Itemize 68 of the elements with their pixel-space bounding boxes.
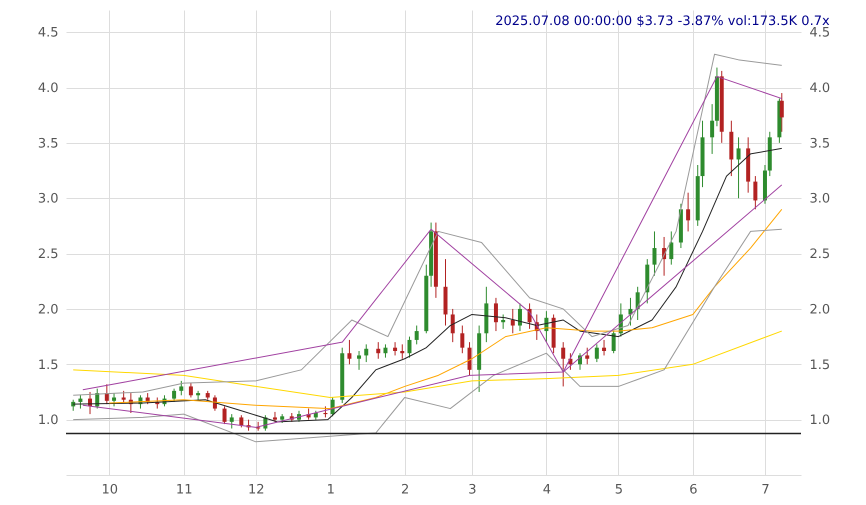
y-tick-label: 4.0 [38,81,58,96]
candlestick [407,336,412,358]
candlestick [393,342,398,356]
candlestick [468,342,472,376]
line-series [72,330,782,398]
candlestick [780,92,784,132]
candlestick [188,382,193,398]
x-tick-label: 6 [689,482,698,498]
y-tick-label: 2.5 [38,247,58,262]
y2-tick-label: 2.0 [810,302,830,318]
candlestick [669,230,674,266]
candlestick [239,414,244,428]
candlestick [612,330,616,354]
candlestick [78,394,82,410]
x-tick-label: 1 [326,482,335,498]
y2-tick-label: 4.0 [810,81,830,96]
candlestick [104,384,109,405]
candlestick [753,176,758,210]
y-tick-label: 4.5 [38,26,58,41]
x-tick-label: 3 [468,482,477,498]
x-tick-label: 7 [761,482,770,498]
candlestick [450,308,455,343]
candlestick [414,325,419,345]
candlestick [112,392,116,407]
candlestick [272,411,277,422]
candlestick [494,297,498,332]
y-tick-label: 3.0 [38,192,58,207]
candlestick [518,302,522,332]
x-tick-label: 4 [542,482,552,498]
y2-tick-label: 2.5 [810,247,830,262]
candlestick [652,230,656,276]
candlestick [376,342,380,360]
candlestick [122,390,126,404]
candlestick [172,388,176,402]
y-tick-label: 1.5 [38,358,58,373]
candlestick [460,325,464,354]
candlestick [400,344,404,360]
candlestick [710,104,714,154]
y-tick-label: 1.0 [38,413,58,428]
candlestick [602,339,606,356]
candlestick [686,192,690,232]
candlestick [347,339,352,365]
y2-tick-label: 1.0 [810,413,830,428]
y2-tick-label: 1.5 [810,358,830,373]
y-tick-label: 3.5 [38,136,58,152]
candlestick [357,350,362,370]
x-tick-label: 11 [176,482,192,498]
x-tick-label: 5 [614,482,624,498]
y-tick-label: 2.0 [38,302,58,318]
candlestick [594,344,599,363]
candlestick [222,406,227,425]
candlestick [230,414,234,429]
x-tick-label: 12 [248,482,265,498]
candlestick [383,344,388,358]
candlestick [179,380,184,396]
y2-tick-label: 4.5 [810,26,830,41]
y2-tick-label: 3.5 [810,136,830,152]
line-series [72,228,782,442]
candlestick [510,308,515,334]
line-series [72,148,782,422]
x-tick-label: 2 [401,482,410,498]
x-tick-label: 10 [101,482,118,498]
candlestick [501,314,506,330]
candlestick [561,342,566,387]
candlestick [585,347,590,365]
y2-tick-label: 3.0 [810,192,830,207]
candlestick [736,136,741,199]
candlestick [364,344,368,363]
